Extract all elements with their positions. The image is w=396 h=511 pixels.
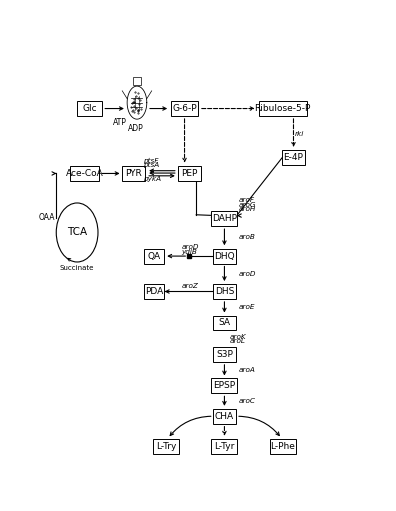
Text: rki: rki (295, 131, 304, 137)
FancyBboxPatch shape (144, 284, 164, 299)
Text: pykA: pykA (143, 176, 161, 182)
FancyBboxPatch shape (122, 166, 145, 181)
Text: aroG: aroG (239, 201, 257, 207)
Text: E-4P: E-4P (284, 153, 303, 162)
FancyBboxPatch shape (211, 211, 238, 226)
FancyBboxPatch shape (178, 166, 201, 181)
Text: ptsA: ptsA (143, 162, 159, 168)
Text: ATP: ATP (113, 118, 127, 127)
Text: aroD: aroD (181, 244, 199, 250)
Text: ptsF: ptsF (143, 157, 158, 164)
Text: aroL: aroL (230, 338, 246, 344)
Text: aroF: aroF (239, 197, 255, 203)
Text: Glc: Glc (82, 104, 97, 113)
Text: aroD: aroD (239, 271, 257, 277)
FancyBboxPatch shape (259, 101, 307, 116)
Text: PYR: PYR (126, 169, 142, 178)
Text: CHA: CHA (215, 412, 234, 421)
Text: aroH: aroH (239, 206, 257, 212)
FancyBboxPatch shape (213, 347, 236, 362)
Text: aroB: aroB (239, 234, 256, 240)
FancyBboxPatch shape (213, 315, 236, 331)
Text: DAHP: DAHP (212, 214, 237, 223)
Text: Ribulose-5-P: Ribulose-5-P (255, 104, 311, 113)
FancyBboxPatch shape (171, 101, 198, 116)
Text: aroE: aroE (239, 304, 256, 310)
FancyBboxPatch shape (213, 249, 236, 264)
FancyBboxPatch shape (153, 438, 179, 454)
FancyBboxPatch shape (282, 150, 305, 165)
Text: QA: QA (147, 251, 160, 261)
Text: aroZ: aroZ (181, 284, 198, 289)
FancyBboxPatch shape (211, 438, 238, 454)
Text: aroK: aroK (230, 334, 247, 340)
Text: L-Phe: L-Phe (270, 442, 295, 451)
Text: aroC: aroC (239, 398, 256, 404)
Text: ADP: ADP (128, 125, 144, 133)
Text: G-6-P: G-6-P (172, 104, 197, 113)
Text: DHQ: DHQ (214, 251, 235, 261)
Text: Succinate: Succinate (60, 265, 94, 271)
FancyBboxPatch shape (144, 249, 164, 264)
Text: EPSP: EPSP (213, 381, 236, 390)
Text: SA: SA (219, 318, 230, 328)
FancyBboxPatch shape (211, 379, 238, 393)
Text: PEP: PEP (181, 169, 197, 178)
FancyBboxPatch shape (77, 101, 102, 116)
FancyBboxPatch shape (133, 78, 141, 85)
FancyBboxPatch shape (213, 284, 236, 299)
Text: DHS: DHS (215, 287, 234, 296)
FancyBboxPatch shape (270, 438, 296, 454)
Text: Ace-CoA: Ace-CoA (66, 169, 104, 178)
Text: L-Try: L-Try (156, 442, 176, 451)
Text: PDA: PDA (145, 287, 163, 296)
FancyBboxPatch shape (213, 409, 236, 424)
Text: TCA: TCA (67, 227, 87, 238)
Text: ydiB: ydiB (181, 249, 197, 255)
Text: S3P: S3P (216, 350, 233, 359)
Text: aroA: aroA (239, 367, 256, 373)
Text: OAA: OAA (38, 213, 55, 222)
FancyBboxPatch shape (70, 166, 99, 181)
Text: L-Tyr: L-Tyr (214, 442, 234, 451)
